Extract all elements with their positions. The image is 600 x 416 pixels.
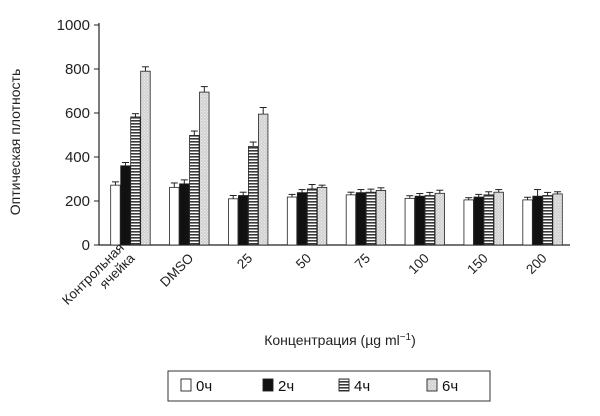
legend-swatch (426, 378, 438, 392)
x-category-label-line: 50 (293, 251, 314, 272)
y-tick-label: 400 (65, 149, 90, 166)
bar (306, 188, 318, 246)
x-category-label: 100 (405, 251, 432, 278)
x-axis-title-close: ) (411, 332, 416, 348)
axes: 0 200 400 600 800 1000 (57, 17, 570, 254)
x-category-label: 150 (464, 251, 491, 278)
bar (483, 194, 494, 246)
y-tick-label: 1000 (57, 17, 90, 34)
y-tick-label: 200 (65, 193, 90, 210)
bar (296, 192, 308, 246)
category-labels: Контрольнаяячейка DMSO 25 50 75 100 150 200 (59, 240, 550, 319)
x-category-label: DMSO (157, 251, 196, 290)
bar (258, 113, 269, 246)
legend-swatch (180, 378, 192, 392)
x-category-label-line: 25 (234, 251, 255, 272)
x-axis-title-unit: µg ml (365, 332, 400, 348)
bar (473, 196, 484, 246)
bar (522, 199, 533, 246)
bar (130, 116, 141, 246)
legend-label: 0ч (196, 378, 212, 395)
bar (120, 165, 131, 246)
legend-swatch (338, 378, 350, 392)
bar (316, 186, 328, 246)
x-axis-title-superscript: −1 (400, 332, 412, 343)
bar (463, 199, 474, 246)
bar (365, 191, 377, 246)
x-category-label: 50 (293, 251, 314, 272)
bar (189, 135, 200, 246)
bar (110, 184, 121, 246)
y-tick-label: 800 (65, 61, 90, 78)
bar (169, 186, 180, 246)
x-category-label-line: 100 (405, 251, 432, 278)
x-category-label: 75 (352, 251, 373, 272)
x-axis-title: Концентрация (µg ml−1) (264, 332, 416, 348)
bar (228, 198, 239, 246)
x-axis-title-main: Концентрация ( (264, 332, 365, 348)
bar (179, 183, 190, 246)
bar (424, 195, 435, 246)
legend-label: 2ч (278, 378, 294, 395)
x-category-label-line: 200 (523, 251, 550, 278)
legend-label: 6ч (442, 378, 458, 395)
bar (404, 197, 415, 246)
y-tick-label: 600 (65, 105, 90, 122)
bar (199, 91, 210, 246)
x-category-label-line: 150 (464, 251, 491, 278)
bar (248, 146, 259, 246)
y-tick-label: 0 (82, 237, 90, 254)
bar (355, 192, 367, 246)
bar (140, 70, 151, 246)
bar (375, 190, 387, 246)
bars (110, 66, 563, 246)
bar (434, 192, 445, 246)
bar (238, 195, 249, 246)
x-category-label-line: 75 (352, 251, 373, 272)
legend: 0ч 2ч 4ч 6ч (167, 370, 491, 402)
x-axis-title-group: Концентрация (µg ml−1) (264, 332, 416, 348)
x-category-label: Контрольнаяячейка (59, 240, 138, 319)
legend-label: 4ч (354, 378, 370, 395)
bar (542, 195, 553, 246)
x-category-label: 200 (523, 251, 550, 278)
x-category-label-line: DMSO (157, 251, 196, 290)
bar (552, 193, 563, 246)
y-axis-title-group: Оптическая плотность (7, 69, 23, 216)
x-category-label: 25 (234, 251, 255, 272)
bar (493, 191, 504, 246)
bar (532, 195, 543, 246)
y-axis-title: Оптическая плотность (7, 69, 23, 216)
legend-swatch (262, 378, 274, 392)
bar (286, 196, 298, 246)
bar (345, 194, 357, 246)
bar (414, 195, 425, 246)
